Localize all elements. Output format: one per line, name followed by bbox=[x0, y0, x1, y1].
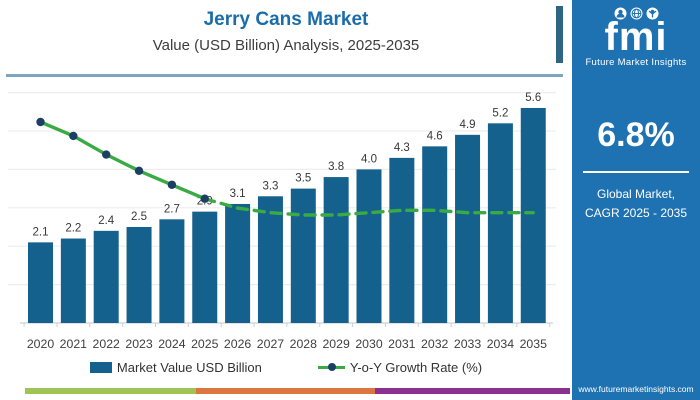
legend-bar-label: Market Value USD Billion bbox=[116, 360, 262, 375]
logo-icons bbox=[572, 7, 700, 20]
growth-line-marker bbox=[134, 166, 144, 176]
cagr-value: 6.8% bbox=[597, 116, 675, 154]
line-swatch-icon bbox=[317, 363, 345, 372]
chart-legend: Market Value USD Billion Y-o-Y Growth Ra… bbox=[0, 360, 572, 375]
chart-canvas: 2.120202.220212.420222.520232.720242.920… bbox=[8, 92, 556, 351]
x-axis-label: 2024 bbox=[158, 337, 186, 351]
x-axis-label: 2030 bbox=[355, 337, 383, 351]
bar-swatch-icon bbox=[89, 362, 112, 373]
legend-item-line: Y-o-Y Growth Rate (%) bbox=[317, 360, 483, 375]
fmi-logo-subtext: Future Market Insights bbox=[585, 57, 687, 68]
growth-line-marker bbox=[69, 131, 78, 141]
x-axis-label: 2032 bbox=[421, 337, 449, 351]
growth-line-marker bbox=[167, 180, 177, 189]
bar-2027 bbox=[257, 196, 283, 323]
x-axis-label: 2028 bbox=[290, 337, 318, 351]
x-axis-label: 2035 bbox=[520, 337, 548, 351]
cagr-caption: Global Market, CAGR 2025 - 2035 bbox=[572, 185, 700, 222]
bar-value-label: 2.7 bbox=[164, 203, 180, 215]
x-axis-label: 2021 bbox=[60, 337, 88, 351]
bar-2034 bbox=[487, 123, 513, 323]
title-accent-bar bbox=[556, 6, 563, 63]
brand-panel: fmi Future Market Insights 6.8% Global M… bbox=[572, 0, 700, 400]
legend-item-bar: Market Value USD Billion bbox=[89, 360, 262, 375]
bar-2022 bbox=[93, 230, 119, 323]
bar-2035 bbox=[520, 107, 546, 324]
bar-2025 bbox=[192, 211, 218, 323]
growth-line-marker bbox=[200, 194, 209, 203]
x-axis-label: 2026 bbox=[224, 337, 252, 351]
cagr-caption-line1: Global Market, bbox=[596, 187, 676, 201]
strip-orange bbox=[196, 388, 375, 394]
bar-value-label: 2.1 bbox=[33, 226, 49, 238]
bar-2030 bbox=[356, 169, 382, 323]
x-axis-label: 2022 bbox=[93, 337, 121, 351]
website-link[interactable]: www.futuremarketinsights.com bbox=[578, 384, 694, 394]
strip-purple bbox=[375, 388, 570, 394]
bar-value-label: 3.8 bbox=[328, 161, 344, 173]
bar-2023 bbox=[126, 227, 152, 323]
bar-value-label: 5.6 bbox=[525, 92, 541, 104]
bar-2024 bbox=[159, 219, 185, 323]
strip-green bbox=[25, 388, 196, 394]
bar-value-label: 4.9 bbox=[460, 119, 476, 131]
bar-2033 bbox=[455, 134, 481, 323]
fmi-logo: fmi bbox=[604, 15, 668, 59]
person-arms-up-icon bbox=[646, 7, 658, 20]
bar-value-label: 2.2 bbox=[65, 223, 81, 235]
bar-value-label: 3.1 bbox=[230, 188, 246, 200]
globe-icon bbox=[630, 7, 642, 20]
bar-value-label: 3.3 bbox=[262, 180, 278, 192]
bar-2021 bbox=[60, 238, 86, 323]
bar-value-label: 5.2 bbox=[492, 107, 508, 119]
bar-2031 bbox=[389, 157, 415, 323]
x-axis-label: 2031 bbox=[388, 337, 416, 351]
bar-2026 bbox=[225, 203, 251, 323]
x-axis-label: 2020 bbox=[27, 337, 55, 351]
bar-value-label: 4.0 bbox=[361, 153, 377, 165]
header-divider bbox=[6, 74, 563, 77]
bar-value-label: 4.6 bbox=[427, 130, 443, 142]
bar-2029 bbox=[323, 177, 349, 323]
bar-value-label: 4.3 bbox=[394, 142, 410, 154]
x-axis-label: 2034 bbox=[487, 337, 515, 351]
bar-value-label: 2.4 bbox=[98, 215, 115, 227]
cagr-caption-line2: CAGR 2025 - 2035 bbox=[584, 205, 688, 220]
x-axis-label: 2029 bbox=[322, 337, 350, 351]
x-axis-label: 2033 bbox=[454, 337, 482, 351]
bar-2032 bbox=[422, 146, 448, 323]
growth-line-marker bbox=[102, 150, 111, 159]
x-axis-label: 2027 bbox=[257, 337, 285, 351]
bar-2028 bbox=[290, 188, 316, 323]
x-axis-ticks bbox=[23, 323, 551, 327]
x-axis-label: 2023 bbox=[125, 337, 153, 351]
x-axis-label: 2025 bbox=[191, 337, 219, 351]
page-subtitle: Value (USD Billion) Analysis, 2025-2035 bbox=[152, 37, 420, 54]
bar-value-label: 2.5 bbox=[131, 211, 147, 223]
growth-line-solid bbox=[38, 120, 207, 201]
bar-value-label: 3.5 bbox=[295, 173, 311, 185]
person-icon bbox=[614, 7, 626, 20]
growth-line-dashed bbox=[203, 197, 535, 217]
growth-line-marker bbox=[36, 117, 45, 127]
page-title: Jerry Cans Market bbox=[203, 9, 369, 30]
legend-line-label: Y-o-Y Growth Rate (%) bbox=[349, 360, 483, 375]
bar-2020 bbox=[28, 242, 53, 323]
panel-divider bbox=[583, 171, 689, 173]
